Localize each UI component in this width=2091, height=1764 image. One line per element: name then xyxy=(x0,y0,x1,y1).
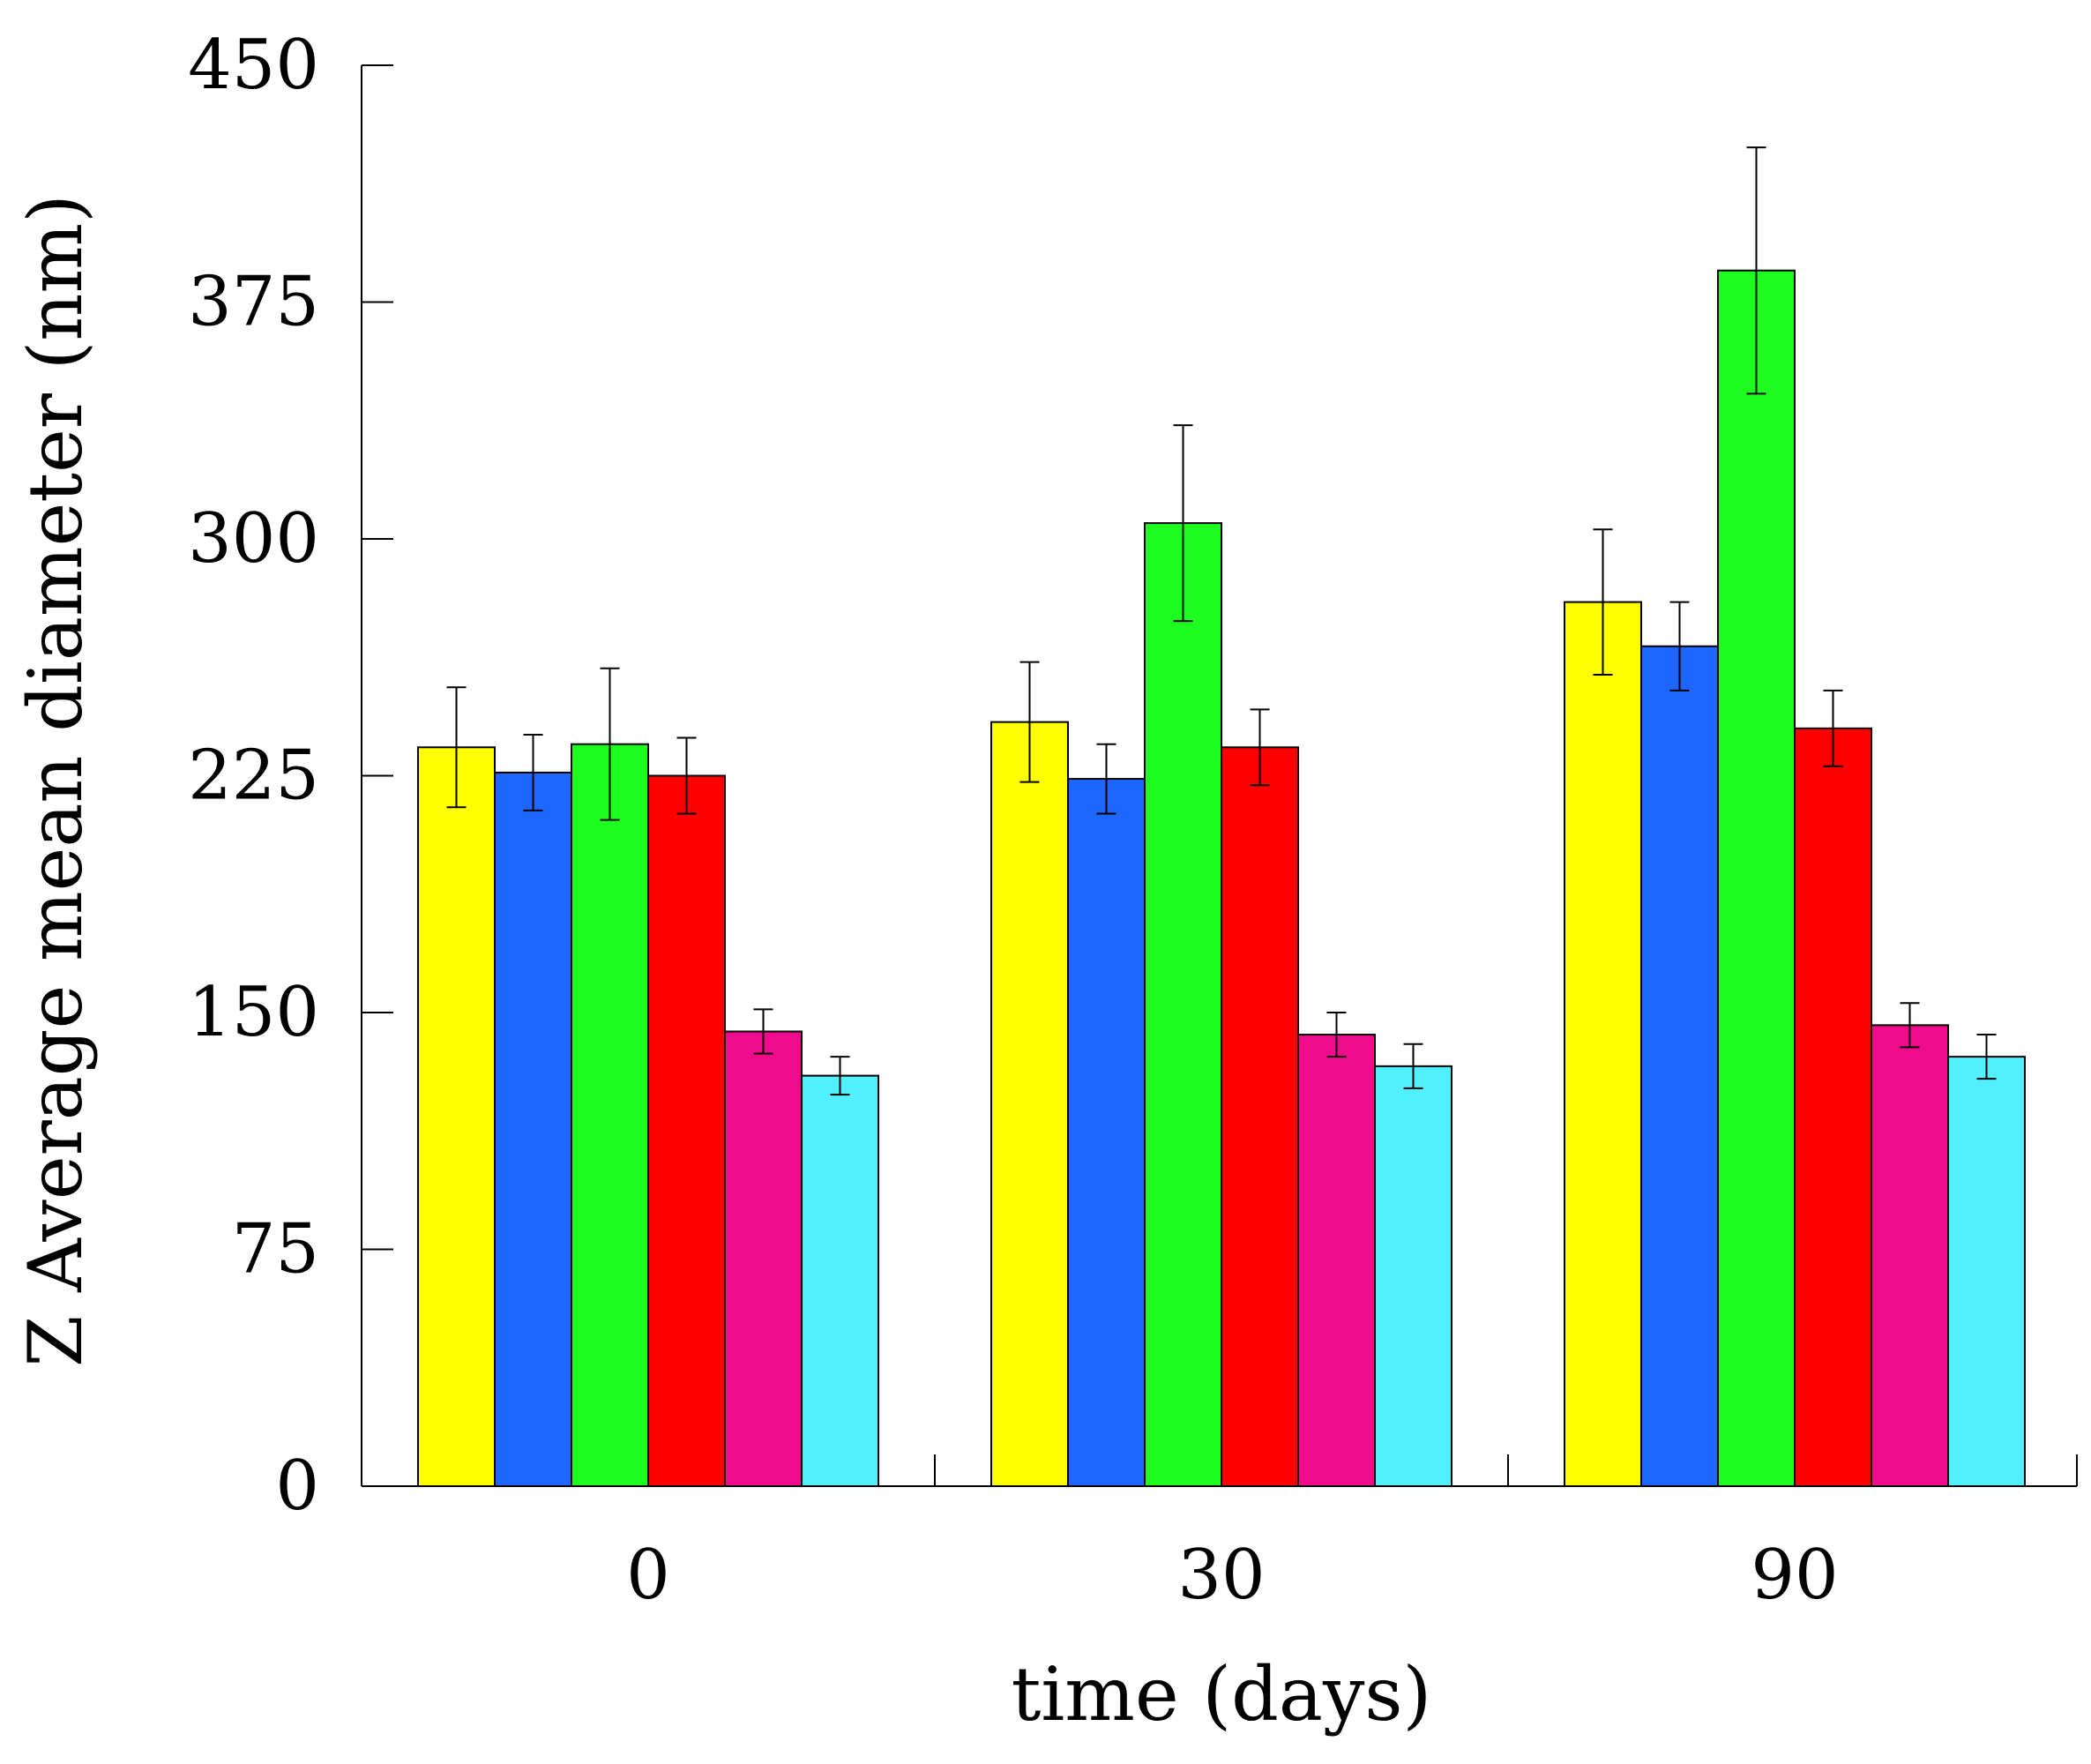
bar-series-5-day-0 xyxy=(724,1030,803,1487)
bar-series-3-day-30 xyxy=(1144,522,1222,1487)
y-axis-title: Z Average mean diameter (nm) xyxy=(12,194,99,1367)
x-axis-title: time (days) xyxy=(1012,1651,1432,1738)
error-bar-series-2-day-30 xyxy=(1096,743,1116,815)
bar-series-2-day-0 xyxy=(494,771,572,1487)
error-bar-series-3-day-0 xyxy=(600,667,620,821)
x-tick-label-0: 0 xyxy=(626,1536,670,1615)
y-tick-label-375: 375 xyxy=(188,263,319,342)
bar-series-5-day-90 xyxy=(1871,1024,1949,1487)
error-bar-series-4-day-90 xyxy=(1823,689,1843,767)
y-tick-label-75: 75 xyxy=(232,1210,319,1289)
error-bar-series-2-day-0 xyxy=(523,733,543,811)
bar-series-2-day-30 xyxy=(1067,778,1146,1487)
error-bar-series-5-day-30 xyxy=(1326,1012,1347,1058)
error-bars-layer xyxy=(446,146,1997,1096)
labels-layer: 0 75 150 225 300 375 450 0 30 90 time (days) Z Aver… xyxy=(12,26,1839,1738)
y-tick-label-300: 300 xyxy=(188,499,319,579)
y-tick-label-450: 450 xyxy=(188,26,319,105)
bar-series-1-day-30 xyxy=(990,721,1069,1487)
error-bar-series-3-day-90 xyxy=(1746,146,1766,395)
y-tick-label-0: 0 xyxy=(275,1446,319,1526)
bar-series-3-day-0 xyxy=(571,743,649,1487)
bar-series-4-day-30 xyxy=(1221,746,1299,1487)
error-bar-series-1-day-0 xyxy=(446,686,467,809)
bar-series-4-day-0 xyxy=(647,774,726,1487)
error-bar-series-6-day-0 xyxy=(830,1056,850,1096)
x-tick-label-30: 30 xyxy=(1177,1536,1265,1615)
error-bar-series-5-day-90 xyxy=(1900,1002,1920,1049)
error-bar-series-4-day-0 xyxy=(676,736,697,815)
error-bar-series-6-day-30 xyxy=(1403,1043,1423,1089)
error-bar-series-5-day-0 xyxy=(753,1008,773,1055)
bar-series-5-day-30 xyxy=(1297,1034,1376,1488)
bar-series-6-day-0 xyxy=(801,1074,879,1487)
x-tick-label-90: 90 xyxy=(1751,1536,1838,1615)
y-tick-label-150: 150 xyxy=(188,973,319,1052)
bar-series-4-day-90 xyxy=(1794,727,1872,1487)
error-bar-series-2-day-90 xyxy=(1669,601,1690,691)
error-bar-series-6-day-90 xyxy=(1976,1034,1997,1080)
error-bar-series-4-day-30 xyxy=(1250,708,1270,787)
y-tick-label-225: 225 xyxy=(188,736,319,816)
bar-series-6-day-30 xyxy=(1374,1065,1452,1487)
error-bar-series-1-day-90 xyxy=(1593,528,1613,676)
bar-series-3-day-90 xyxy=(1717,269,1796,1488)
bar-series-6-day-90 xyxy=(1947,1056,2026,1487)
error-bar-series-1-day-30 xyxy=(1019,661,1040,783)
axes-layer xyxy=(361,64,2078,1487)
bars-layer xyxy=(417,269,2026,1488)
bar-series-1-day-90 xyxy=(1564,601,1642,1487)
bar-series-2-day-90 xyxy=(1640,645,1719,1487)
error-bar-series-3-day-30 xyxy=(1173,424,1193,623)
bar-series-1-day-0 xyxy=(417,746,496,1487)
